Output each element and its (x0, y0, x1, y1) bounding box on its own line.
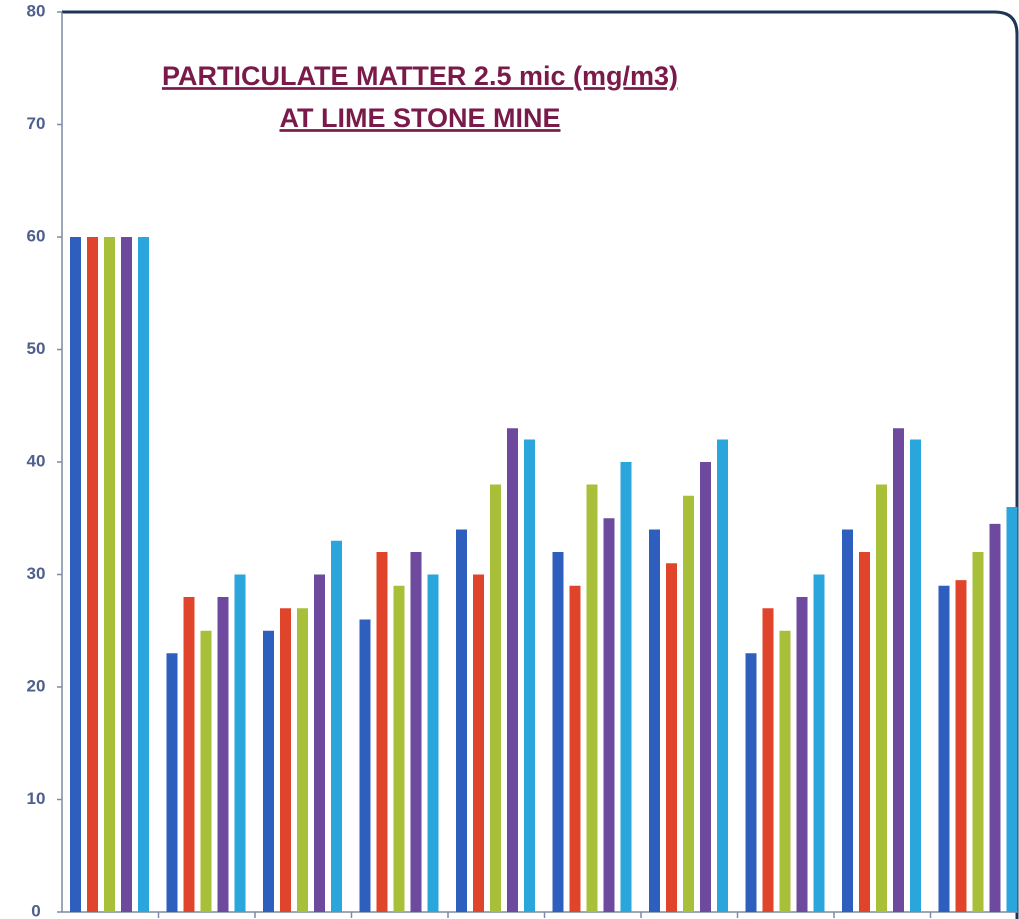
bar (217, 597, 229, 912)
bar (376, 552, 388, 912)
y-tick-label: 0 (31, 901, 40, 919)
bar (473, 574, 484, 912)
bar (138, 237, 149, 912)
bar (910, 439, 921, 912)
frame (62, 10, 1019, 919)
bar (1006, 507, 1018, 912)
bar (507, 428, 518, 912)
y-tick-label: 40 (27, 451, 46, 470)
bar (263, 630, 274, 912)
bar (393, 585, 405, 912)
bar (666, 563, 677, 912)
y-tick-label: 60 (27, 226, 46, 245)
bar (234, 574, 246, 912)
bar (456, 529, 467, 912)
y-tick-label: 30 (27, 564, 46, 583)
bar (297, 608, 308, 912)
bar (972, 552, 984, 912)
bar (859, 552, 870, 912)
y-tick-label: 50 (27, 339, 46, 358)
bar (813, 574, 825, 912)
bar (586, 484, 598, 912)
bar (183, 597, 195, 912)
y-tick-label: 80 (27, 1, 46, 20)
bar (779, 630, 791, 912)
bar (490, 484, 501, 912)
bar (762, 608, 774, 912)
bar (938, 585, 950, 912)
bar (410, 552, 422, 912)
bar (700, 462, 711, 912)
bar (955, 580, 967, 912)
bar (683, 495, 694, 912)
bar (603, 518, 615, 912)
bar (524, 439, 535, 912)
bar (70, 237, 81, 912)
bar (552, 552, 564, 912)
bar (876, 484, 887, 912)
bar (893, 428, 904, 912)
y-tick-label: 20 (27, 676, 46, 695)
bar (280, 608, 291, 912)
bar (842, 529, 853, 912)
y-tick-label: 10 (27, 789, 46, 808)
bar (121, 237, 132, 912)
bar (989, 523, 1001, 912)
bar (104, 237, 115, 912)
bar (796, 597, 808, 912)
bar (87, 237, 98, 912)
bar (359, 619, 371, 912)
bar (314, 574, 325, 912)
bar (717, 439, 728, 912)
bar (620, 462, 632, 912)
bar (649, 529, 660, 912)
bar (331, 540, 342, 912)
bar (745, 653, 757, 912)
bar (166, 653, 178, 912)
chart-title: AT LIME STONE MINE (279, 103, 560, 133)
bar (200, 630, 212, 912)
bar (569, 585, 581, 912)
bar (427, 574, 439, 912)
y-tick-label: 70 (27, 114, 46, 133)
chart-title: PARTICULATE MATTER 2.5 mic (mg/m3) (162, 61, 678, 91)
